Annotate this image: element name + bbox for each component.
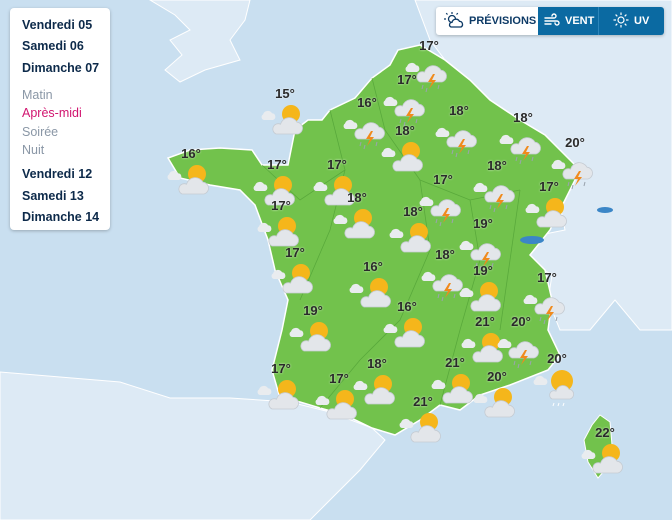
weather-station[interactable]: 21° [428,355,482,411]
weather-station[interactable]: 17° [402,38,456,94]
weather-station[interactable]: 18° [470,158,524,214]
station-temperature: 22° [595,425,615,440]
station-temperature: 21° [413,394,433,409]
weather-station[interactable]: 17° [250,157,304,213]
station-temperature: 21° [445,355,465,370]
weather-station[interactable]: 18° [386,204,440,260]
station-temperature: 18° [347,190,367,205]
station-temperature: 17° [327,157,347,172]
weather-station[interactable]: 19° [456,216,510,272]
weather-station[interactable]: 17° [310,157,364,213]
tab-vent[interactable]: VENT [538,7,598,35]
station-temperature: 17° [267,157,287,172]
station-temperature: 18° [395,123,415,138]
station-temperature: 16° [397,299,417,314]
weather-station[interactable]: 20° [494,314,548,370]
weather-station[interactable]: 16° [380,299,434,355]
sun-cloud-icon [444,11,464,31]
day-samedi-13[interactable]: Samedi 13 [22,189,84,203]
weather-station[interactable]: 21° [458,314,512,370]
tab-vent-label: VENT [565,15,595,27]
station-temperature: 17° [271,361,291,376]
weather-station[interactable]: 18° [418,247,472,303]
period-apres-midi[interactable]: Après-midi [22,106,82,120]
station-temperature: 16° [181,146,201,161]
weather-station[interactable]: 17° [312,371,366,427]
station-temperature: 17° [329,371,349,386]
day-dimanche-14[interactable]: Dimanche 14 [22,210,100,224]
weather-station[interactable]: 16° [340,95,394,151]
day-samedi-06[interactable]: Samedi 06 [22,39,84,53]
lake-constance [597,207,613,213]
station-temperature: 15° [275,86,295,101]
weather-station[interactable]: 17° [416,172,470,228]
station-temperature: 17° [419,38,439,53]
layer-tabs: PRÉVISIONS VENT UV [436,7,664,35]
station-temperature: 18° [449,103,469,118]
weather-station[interactable]: 17° [254,198,308,254]
station-temperature: 17° [285,245,305,260]
station-temperature: 19° [473,216,493,231]
weather-station[interactable]: 18° [496,110,550,166]
weather-station[interactable]: 17° [522,179,576,235]
uv-sun-icon [613,12,629,31]
day-dimanche-07[interactable]: Dimanche 07 [22,61,100,75]
weather-station[interactable]: 15° [258,86,312,142]
weather-station[interactable]: 18° [432,103,486,159]
tab-uv-label: UV [634,15,650,27]
station-temperature: 18° [513,110,533,125]
station-temperature: 18° [487,158,507,173]
station-temperature: 18° [403,204,423,219]
station-temperature: 17° [433,172,453,187]
weather-station[interactable]: 20° [548,135,602,191]
station-temperature: 16° [357,95,377,110]
weather-station[interactable]: 16° [164,146,218,202]
station-temperature: 19° [303,303,323,318]
region-borders [261,77,521,409]
station-temperature: 19° [473,263,493,278]
tab-previsions[interactable]: PRÉVISIONS [436,7,538,35]
station-temperature: 18° [367,356,387,371]
station-temperature: 20° [511,314,531,329]
weather-station[interactable]: 18° [350,356,404,412]
tab-uv[interactable]: UV [598,7,664,35]
weather-station[interactable]: 20° [530,351,584,407]
day-vendredi-12[interactable]: Vendredi 12 [22,167,93,181]
weather-station[interactable]: 18° [330,190,384,246]
weather-station[interactable]: 20° [470,369,524,425]
weather-station[interactable]: 21° [396,394,450,450]
station-temperature: 20° [547,351,567,366]
weather-station[interactable]: 17° [268,245,322,301]
station-temperature: 17° [397,72,417,87]
weather-station[interactable]: 18° [378,123,432,179]
weather-station[interactable]: 17° [380,72,434,128]
station-temperature: 18° [435,247,455,262]
weather-station[interactable]: 19° [286,303,340,359]
weather-station[interactable]: 16° [346,259,400,315]
wind-icon [544,12,560,30]
period-nuit[interactable]: Nuit [22,143,45,157]
station-temperature: 20° [487,369,507,384]
weather-station[interactable]: 22° [578,425,632,481]
period-soiree[interactable]: Soirée [22,125,59,139]
uk-landmass [149,0,251,83]
station-temperature: 17° [539,179,559,194]
lake-geneva [520,236,544,244]
station-temperature: 16° [363,259,383,274]
period-matin[interactable]: Matin [22,88,53,102]
weather-station[interactable]: 17° [254,361,308,417]
station-temperature: 21° [475,314,495,329]
weather-station[interactable]: 17° [520,270,574,326]
day-vendredi-05[interactable]: Vendredi 05 [22,18,93,32]
station-temperature: 17° [271,198,291,213]
tab-previsions-label: PRÉVISIONS [469,15,537,27]
station-temperature: 20° [565,135,585,150]
weather-station[interactable]: 19° [456,263,510,319]
station-temperature: 17° [537,270,557,285]
date-panel: Vendredi 05 Samedi 06 Dimanche 07 Matin … [10,8,110,230]
